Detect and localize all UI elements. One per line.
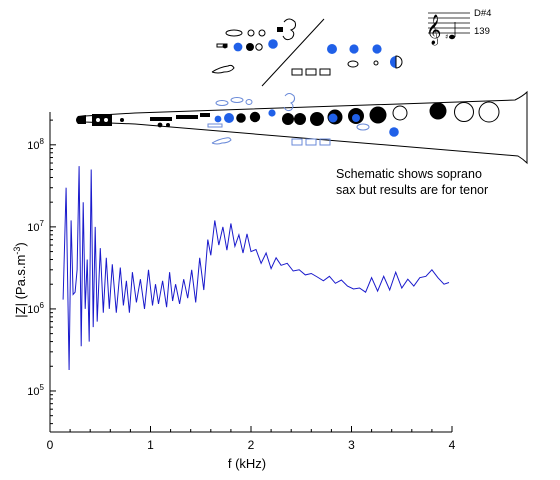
x-tick-label: 3	[348, 438, 355, 452]
y-tick-label: 107	[27, 219, 44, 234]
note-line-2: sax but results are for tenor	[336, 183, 489, 197]
y-tick-label: 106	[27, 301, 44, 316]
y-axis-label-close: )	[13, 242, 28, 246]
note-name: D#4	[474, 8, 492, 19]
x-axis-label: f (kHz)	[228, 456, 266, 471]
schematic-note: Schematic shows soprano sax but results …	[336, 166, 488, 198]
impedance-curve	[62, 166, 450, 371]
svg-text:♯: ♯	[445, 33, 448, 41]
chart-ticks: 0 1 2 3 4 105 106 107 108	[27, 119, 456, 452]
fingering-key: D#4 139	[474, 8, 491, 38]
x-tick-label: 4	[449, 438, 456, 452]
y-axis-label: |Z| (Pa.s.m-3)	[12, 242, 28, 317]
y-axis-label-exponent: -3	[12, 247, 22, 255]
x-tick-label: 2	[248, 438, 255, 452]
fingering-number: 139	[474, 26, 490, 37]
note-staff: 𝄞 ♯	[426, 12, 470, 46]
saxophone-schematic	[76, 90, 528, 165]
treble-clef-icon: 𝄞	[426, 14, 441, 46]
fingering-diagram	[211, 18, 403, 87]
x-tick-label: 0	[47, 438, 54, 452]
note-line-1: Schematic shows soprano	[336, 167, 482, 181]
y-tick-label: 108	[27, 137, 44, 152]
y-tick-label: 105	[27, 383, 44, 398]
x-tick-label: 1	[147, 438, 154, 452]
chart-axes	[49, 112, 452, 433]
